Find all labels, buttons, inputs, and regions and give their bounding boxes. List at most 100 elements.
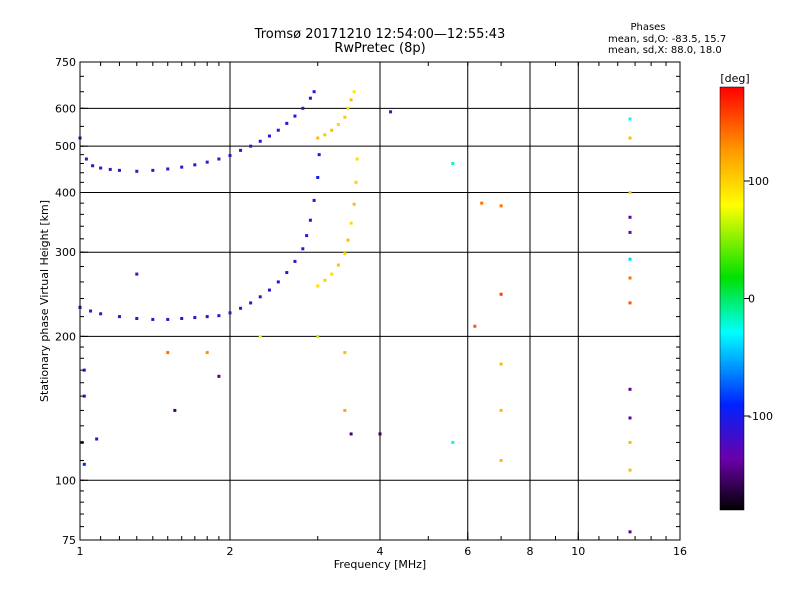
data-point	[499, 204, 503, 208]
data-point	[276, 280, 280, 284]
data-point	[352, 202, 356, 206]
data-point	[316, 334, 320, 338]
data-point	[499, 408, 503, 412]
grid-lines	[80, 62, 680, 540]
data-point	[628, 230, 632, 234]
data-point	[628, 257, 632, 261]
data-point	[308, 218, 312, 222]
data-point	[346, 238, 350, 242]
data-point	[355, 157, 359, 161]
data-point	[84, 157, 88, 161]
chart-subtitle: RwPretec (8p)	[334, 41, 425, 56]
data-point	[301, 106, 305, 110]
data-point	[228, 311, 232, 315]
data-points	[78, 90, 632, 534]
data-point	[499, 292, 503, 296]
y-tick-label: 75	[62, 534, 76, 547]
phases-stat-x: mean, sd,X: 88.0, 18.0	[608, 45, 722, 56]
x-tick-label: 2	[227, 545, 234, 558]
data-point	[451, 440, 455, 444]
data-point	[628, 136, 632, 140]
data-point	[628, 530, 632, 534]
colorbar-label: [deg]	[720, 72, 749, 85]
data-point	[628, 440, 632, 444]
data-point	[135, 272, 139, 276]
data-point	[316, 284, 320, 288]
data-point	[258, 334, 262, 338]
data-point	[285, 271, 289, 275]
data-point	[193, 316, 197, 320]
y-tick-label: 300	[55, 246, 76, 259]
data-point	[628, 416, 632, 420]
phases-heading: Phases	[630, 22, 665, 33]
data-point	[343, 351, 347, 355]
data-point	[349, 98, 353, 102]
data-point	[343, 408, 347, 412]
data-point	[336, 263, 340, 267]
data-point	[217, 157, 221, 161]
data-point	[205, 315, 209, 319]
data-point	[89, 309, 93, 313]
data-point	[82, 394, 86, 398]
data-point	[151, 317, 155, 321]
data-point	[378, 432, 382, 436]
data-point	[205, 160, 209, 164]
data-point	[117, 168, 121, 172]
x-tick-label: 4	[377, 545, 384, 558]
data-point	[323, 133, 327, 137]
data-point	[166, 317, 170, 321]
data-point	[312, 198, 316, 202]
data-point	[249, 144, 253, 148]
data-point	[349, 432, 353, 436]
data-point	[499, 362, 503, 366]
y-tick-label: 100	[55, 474, 76, 487]
data-point	[166, 351, 170, 355]
data-point	[108, 167, 112, 171]
data-point	[99, 166, 103, 170]
data-point	[628, 387, 632, 391]
data-point	[276, 128, 280, 132]
data-point	[317, 153, 321, 157]
data-point	[316, 136, 320, 140]
data-point	[180, 316, 184, 320]
data-point	[217, 314, 221, 318]
data-point	[135, 316, 139, 320]
data-point	[628, 190, 632, 194]
data-point	[293, 259, 297, 263]
data-point	[135, 169, 139, 173]
data-point	[349, 221, 353, 225]
data-point	[267, 288, 271, 292]
phases-stat-o: mean, sd,O: -83.5, 15.7	[608, 34, 726, 45]
data-point	[301, 247, 305, 251]
data-point	[239, 148, 243, 152]
data-point	[228, 154, 232, 158]
data-point	[628, 276, 632, 280]
data-point	[330, 272, 334, 276]
data-point	[285, 121, 289, 125]
data-point	[91, 164, 95, 168]
data-point	[343, 252, 347, 256]
data-point	[473, 324, 477, 328]
y-axis-ticks: 75 100 200 300 400 500 600 750	[55, 56, 680, 547]
data-point	[258, 295, 262, 299]
data-point	[480, 201, 484, 205]
y-axis-label: Stationary phase Virtual Height [km]	[38, 200, 51, 402]
data-point	[217, 374, 221, 378]
y-tick-label: 600	[55, 102, 76, 115]
y-tick-label: 200	[55, 330, 76, 343]
data-point	[151, 168, 155, 172]
data-point	[323, 278, 327, 282]
data-point	[193, 163, 197, 167]
chart-title: Tromsø 20171210 12:54:00—12:55:43	[254, 27, 506, 42]
data-point	[267, 134, 271, 138]
data-point	[389, 110, 393, 114]
data-point	[180, 165, 184, 169]
x-tick-label: 8	[527, 545, 534, 558]
data-point	[336, 123, 340, 127]
x-axis-label: Frequency [MHz]	[334, 558, 426, 571]
data-point	[82, 462, 86, 466]
data-point	[499, 458, 503, 462]
data-point	[330, 128, 334, 132]
y-tick-label: 750	[55, 56, 76, 69]
data-point	[628, 215, 632, 219]
